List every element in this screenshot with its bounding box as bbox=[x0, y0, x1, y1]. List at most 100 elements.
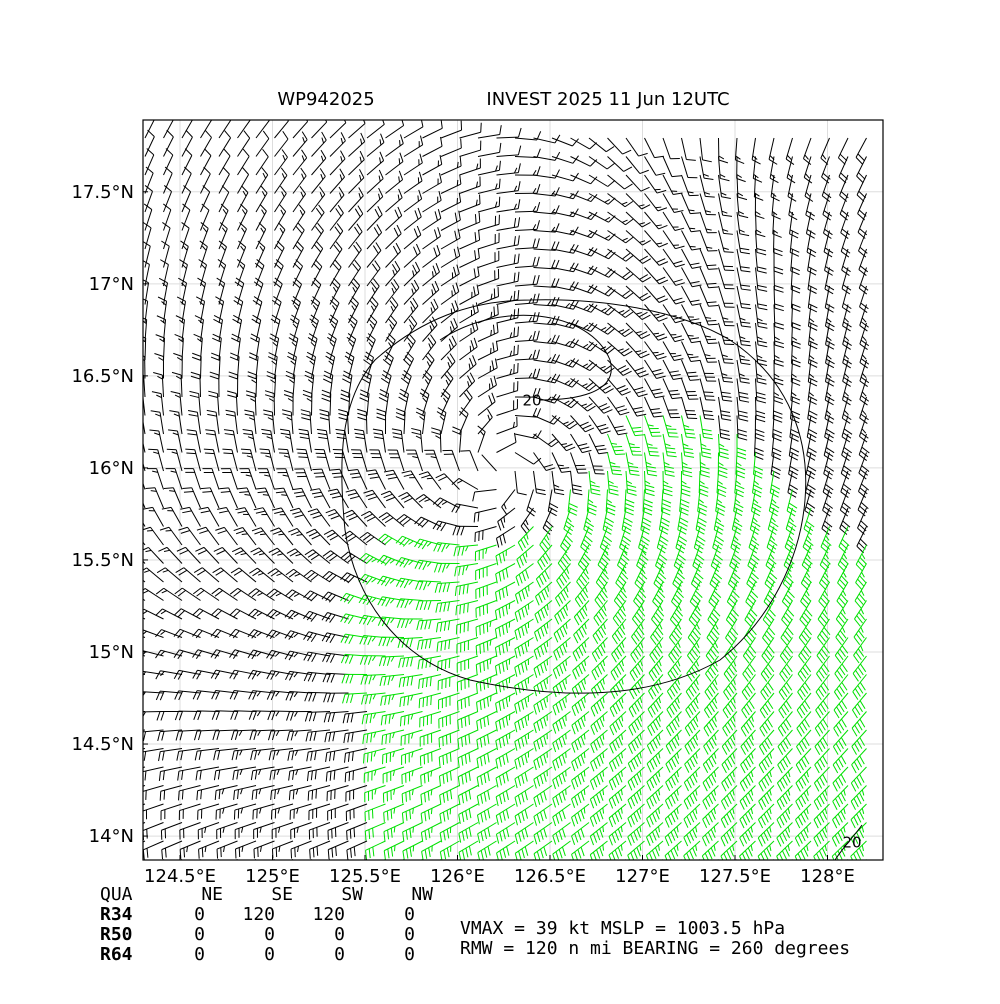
wind-barb bbox=[166, 530, 172, 531]
wind-barb bbox=[504, 517, 505, 523]
wind-barb bbox=[656, 207, 662, 208]
wind-barb bbox=[263, 495, 269, 496]
wind-barb bbox=[256, 375, 257, 397]
wind-barb bbox=[427, 697, 428, 706]
wind-barb bbox=[706, 400, 715, 401]
wind-barb bbox=[223, 453, 232, 454]
wind-barb bbox=[431, 696, 432, 705]
wind-barb bbox=[315, 476, 324, 477]
wind-barb bbox=[723, 359, 732, 360]
wind-barb bbox=[461, 718, 462, 727]
wind-barb bbox=[480, 626, 481, 635]
wind-barb bbox=[490, 696, 491, 702]
wind-barb bbox=[465, 698, 466, 707]
wind-barb bbox=[296, 449, 305, 450]
wind-barb bbox=[460, 451, 469, 452]
wind-barb bbox=[404, 716, 405, 725]
wind-barb bbox=[705, 396, 714, 397]
wind-barb bbox=[724, 363, 733, 364]
wind-barb bbox=[566, 678, 567, 684]
wind-barb bbox=[707, 320, 716, 321]
wind-barb bbox=[186, 453, 195, 454]
wind-barb bbox=[260, 449, 269, 450]
wind-barb bbox=[648, 448, 657, 449]
wind-barb bbox=[708, 324, 717, 325]
wind-barb bbox=[480, 644, 481, 653]
wind-barb bbox=[440, 431, 441, 453]
wind-barb bbox=[547, 641, 548, 647]
wind-barb bbox=[148, 449, 157, 450]
wind-barb bbox=[650, 455, 659, 456]
wind-barb bbox=[458, 720, 459, 729]
wind-barb bbox=[518, 327, 519, 336]
wind-barb bbox=[483, 624, 484, 633]
wind-barb bbox=[298, 457, 307, 458]
wind-barb bbox=[185, 449, 194, 450]
wind-barb bbox=[476, 627, 477, 636]
wind-barb bbox=[461, 700, 462, 709]
wind-barb bbox=[649, 451, 658, 452]
wind-barb bbox=[366, 412, 367, 434]
wind-barb bbox=[419, 699, 420, 708]
wind-barb bbox=[465, 717, 466, 726]
wind-barb bbox=[724, 252, 733, 253]
wind-barb bbox=[481, 123, 482, 132]
wind-barb bbox=[445, 660, 446, 669]
wind-barb bbox=[244, 495, 250, 496]
wind-barb bbox=[688, 376, 697, 377]
wind-barb bbox=[566, 697, 567, 703]
wind-barb bbox=[260, 534, 266, 535]
wind-barb bbox=[204, 449, 213, 450]
wind-barb bbox=[222, 449, 231, 450]
wind-barb bbox=[449, 659, 450, 668]
wind-barb bbox=[242, 534, 248, 535]
wind-barb bbox=[314, 473, 323, 474]
wind-barb bbox=[242, 453, 251, 454]
wind-barb bbox=[707, 265, 716, 266]
wind-barb bbox=[470, 346, 471, 352]
wind-barb bbox=[518, 345, 519, 354]
wind-barb bbox=[279, 453, 288, 454]
wind-barb bbox=[514, 346, 515, 355]
wind-barb bbox=[653, 352, 659, 353]
wind-barb bbox=[469, 715, 470, 724]
wind-barb bbox=[200, 375, 201, 397]
wind-barb bbox=[704, 392, 713, 393]
wind-barb bbox=[427, 478, 433, 479]
wind-barb bbox=[487, 641, 488, 650]
wind-barb bbox=[441, 661, 442, 670]
wind-barb bbox=[476, 646, 477, 655]
wind-barb bbox=[566, 715, 567, 721]
wind-barb bbox=[498, 305, 499, 314]
wind-barb bbox=[514, 328, 515, 337]
wind-barb bbox=[687, 354, 693, 355]
wind-barb bbox=[458, 701, 459, 710]
wind-barb bbox=[418, 195, 419, 201]
wind-barb bbox=[281, 495, 287, 496]
wind-barb bbox=[547, 623, 548, 629]
wind-barb bbox=[400, 140, 401, 146]
wind-barb bbox=[687, 372, 696, 373]
wind-barb bbox=[261, 453, 270, 454]
wind-barb bbox=[690, 380, 699, 381]
wind-barb bbox=[167, 449, 176, 450]
wind-barb bbox=[201, 357, 202, 379]
wind-barb bbox=[484, 643, 485, 652]
wind-barb bbox=[438, 662, 439, 671]
wind-barb bbox=[491, 330, 492, 336]
wind-barb bbox=[399, 158, 400, 164]
wind-barb bbox=[487, 623, 488, 632]
wind-barb bbox=[689, 228, 695, 229]
wind-barb bbox=[494, 307, 495, 316]
wind-barb bbox=[278, 449, 287, 450]
wind-barb bbox=[312, 469, 321, 470]
wind-barb bbox=[400, 717, 401, 726]
wind-barb bbox=[205, 453, 214, 454]
wind-barb bbox=[297, 453, 306, 454]
wind-barb bbox=[147, 530, 153, 531]
wind-barb bbox=[457, 162, 458, 168]
wind-barb bbox=[558, 465, 564, 466]
wind-barb bbox=[408, 715, 409, 724]
wind-barb bbox=[423, 698, 424, 707]
